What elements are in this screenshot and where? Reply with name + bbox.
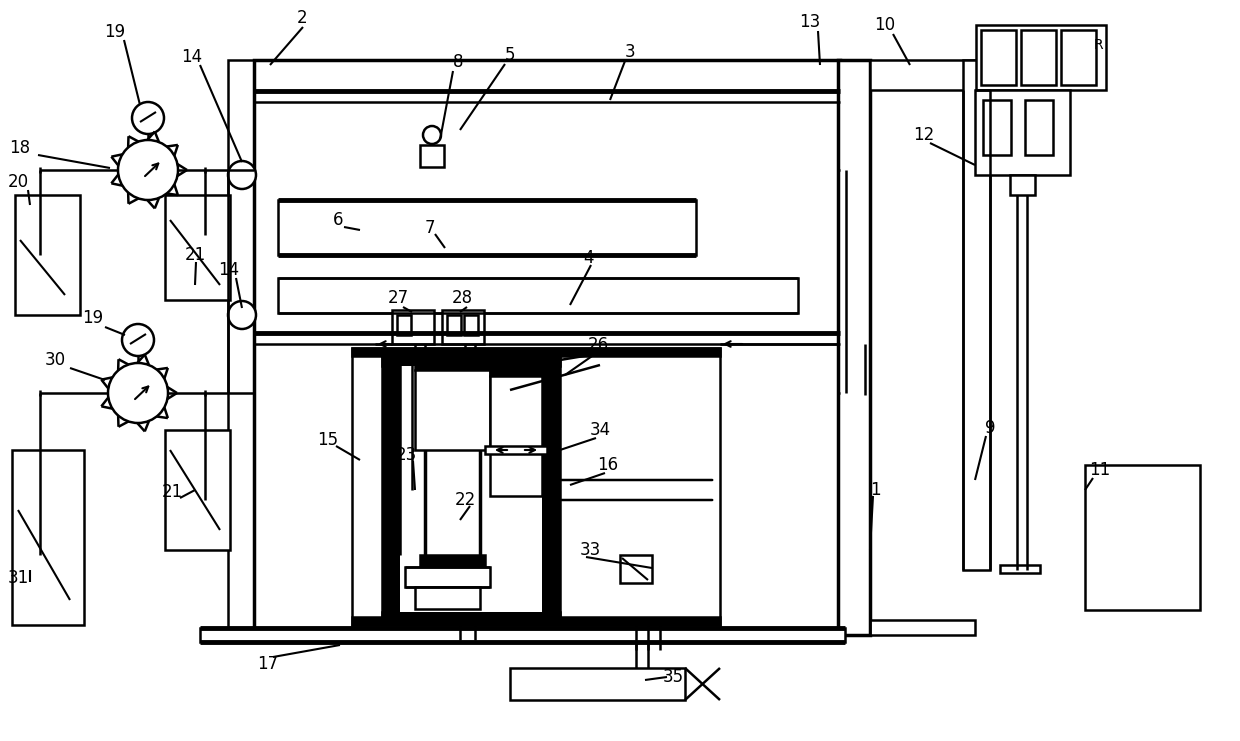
Bar [401, 366, 542, 612]
Bar [278, 278, 799, 313]
Bar [542, 356, 560, 622]
Bar [165, 430, 229, 550]
Text: 26: 26 [588, 336, 609, 354]
Bar [352, 348, 720, 625]
Text: 3: 3 [625, 43, 635, 61]
Bar [510, 668, 684, 700]
Text: 14: 14 [218, 261, 239, 279]
Bar [12, 450, 84, 625]
Bar [352, 617, 720, 625]
Text: 11: 11 [1090, 461, 1111, 479]
Text: 35: 35 [662, 668, 683, 686]
Text: 23: 23 [396, 446, 417, 464]
Bar [870, 60, 975, 90]
Bar [620, 555, 652, 583]
Text: 18: 18 [10, 139, 31, 157]
Bar [975, 90, 1070, 175]
Bar [415, 370, 490, 450]
Text: 13: 13 [800, 13, 821, 31]
Bar [1011, 175, 1035, 195]
Circle shape [118, 140, 179, 200]
Text: 5: 5 [505, 46, 516, 64]
Text: 9: 9 [985, 419, 996, 437]
Bar [446, 315, 461, 335]
Circle shape [228, 161, 255, 189]
Text: 1: 1 [869, 481, 880, 499]
Text: 33: 33 [579, 541, 600, 559]
Text: R: R [1094, 38, 1102, 52]
Text: 31: 31 [7, 569, 29, 587]
Text: 15: 15 [317, 431, 339, 449]
Bar [397, 315, 410, 335]
Bar [1061, 30, 1096, 85]
Text: 6: 6 [332, 211, 343, 229]
Bar [15, 195, 81, 315]
Text: 28: 28 [451, 289, 472, 307]
Text: 21: 21 [185, 246, 206, 264]
Bar [870, 620, 975, 635]
Bar [464, 315, 477, 335]
Bar [420, 145, 444, 167]
Bar [382, 356, 560, 366]
Text: 2: 2 [296, 9, 308, 27]
Bar [200, 628, 844, 642]
Bar [382, 356, 401, 622]
Bar [1085, 465, 1200, 610]
Bar [999, 565, 1040, 573]
Bar [254, 60, 839, 635]
Bar [228, 60, 254, 635]
Text: 4: 4 [583, 249, 593, 267]
Text: 21: 21 [161, 483, 182, 501]
Text: 22: 22 [454, 491, 476, 509]
Text: 14: 14 [181, 48, 202, 66]
Bar [352, 348, 720, 356]
Text: 8: 8 [453, 53, 464, 71]
Bar [420, 555, 485, 567]
Circle shape [131, 102, 164, 134]
Bar [1025, 100, 1053, 155]
Bar [441, 310, 484, 344]
Bar [415, 587, 480, 609]
Bar [382, 612, 560, 622]
Text: 19: 19 [104, 23, 125, 41]
Bar [415, 358, 490, 370]
Bar [392, 310, 434, 344]
Bar [278, 200, 696, 255]
Circle shape [122, 324, 154, 356]
Text: 20: 20 [7, 173, 29, 191]
Bar [165, 195, 229, 300]
Text: 27: 27 [387, 289, 408, 307]
Text: 17: 17 [258, 655, 279, 673]
Bar [485, 446, 547, 454]
Bar [838, 60, 870, 635]
Text: 12: 12 [914, 126, 935, 144]
Bar [490, 376, 542, 496]
Text: 30: 30 [45, 351, 66, 369]
Text: 7: 7 [425, 219, 435, 237]
Bar [490, 366, 542, 376]
Circle shape [423, 126, 441, 144]
Text: 19: 19 [82, 309, 104, 327]
Text: 34: 34 [589, 421, 610, 439]
Text: 10: 10 [874, 16, 895, 34]
Bar [981, 30, 1016, 85]
Text: 16: 16 [598, 456, 619, 474]
Circle shape [228, 301, 255, 329]
Bar [976, 25, 1106, 90]
Bar [963, 60, 990, 570]
Circle shape [108, 363, 167, 423]
Bar [983, 100, 1011, 155]
Bar [1021, 30, 1056, 85]
Bar [405, 567, 490, 587]
